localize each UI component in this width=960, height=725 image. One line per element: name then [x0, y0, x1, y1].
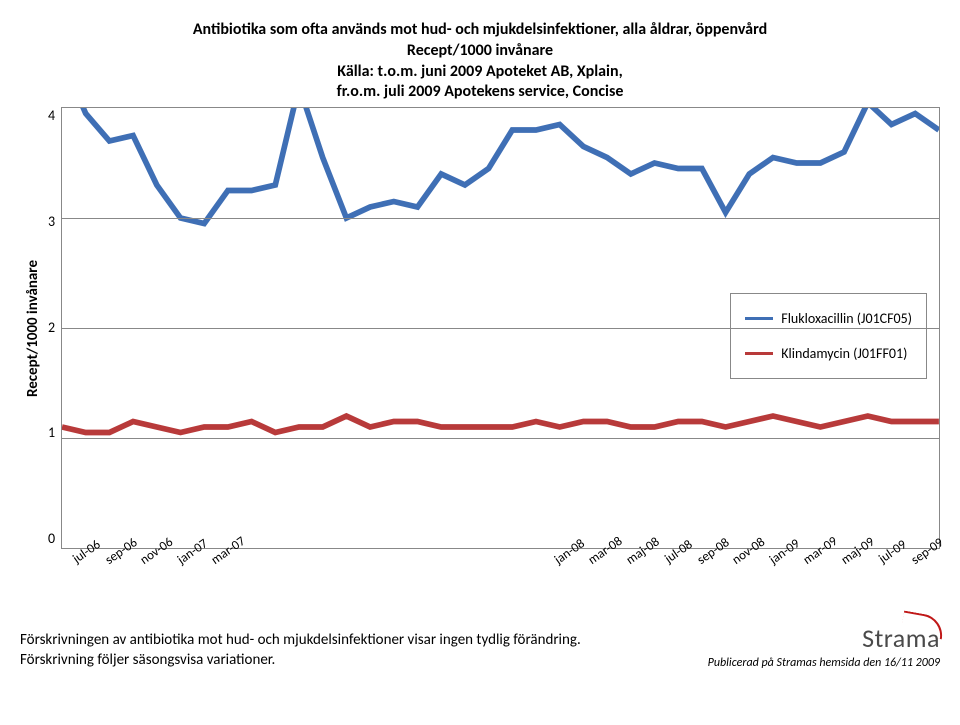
series-line: [62, 416, 939, 433]
logo: Strama: [862, 622, 940, 654]
publication-date: Publicerad på Stramas hemsida den 16/11 …: [708, 656, 940, 670]
logo-block: Strama Publicerad på Stramas hemsida den…: [708, 622, 940, 670]
y-axis-label: Recept/1000 invånare: [20, 107, 46, 549]
x-axis-ticks: jul-06sep-06nov-06jan-07mar-07jan-08mar-…: [64, 549, 940, 572]
legend-swatch: [745, 317, 773, 320]
legend: Flukloxacillin (J01CF05) Klindamycin (J01…: [730, 293, 927, 379]
footer-line-1: Förskrivning följer säsongsvisa variatio…: [20, 650, 581, 670]
footer: Förskrivningen av antibiotika mot hud- o…: [20, 622, 940, 670]
legend-item: Klindamycin (J01FF01): [745, 345, 912, 362]
chart-title: Antibiotika som ofta används mot hud- oc…: [20, 20, 940, 103]
grid-line: [62, 438, 939, 439]
chart-container: Recept/1000 invånare 4 3 2 1 0 Flukloxacilli…: [20, 107, 940, 549]
series-line: [62, 108, 939, 224]
y-tick: 2: [48, 319, 55, 336]
y-tick: 3: [48, 213, 55, 230]
footer-line-0: Förskrivningen av antibiotika mot hud- o…: [20, 630, 581, 650]
legend-swatch: [745, 352, 773, 355]
legend-label: Flukloxacillin (J01CF05): [781, 310, 912, 327]
y-axis-ticks: 4 3 2 1 0: [46, 107, 61, 547]
y-tick: 4: [48, 107, 55, 124]
grid-line: [62, 218, 939, 219]
y-tick: 1: [48, 424, 55, 441]
title-line-2: Källa: t.o.m. juni 2009 Apoteket AB, Xpl…: [20, 62, 940, 83]
plot-area: Flukloxacillin (J01CF05) Klindamycin (J01…: [61, 107, 940, 549]
legend-item: Flukloxacillin (J01CF05): [745, 310, 912, 327]
title-line-3: fr.o.m. juli 2009 Apotekens service, Con…: [20, 82, 940, 103]
title-line-1: Recept/1000 invånare: [20, 41, 940, 62]
grid-line: [62, 328, 939, 329]
title-line-0: Antibiotika som ofta används mot hud- oc…: [20, 20, 940, 41]
y-tick: 0: [48, 530, 55, 547]
legend-label: Klindamycin (J01FF01): [781, 345, 907, 362]
footer-text: Förskrivningen av antibiotika mot hud- o…: [20, 630, 581, 671]
